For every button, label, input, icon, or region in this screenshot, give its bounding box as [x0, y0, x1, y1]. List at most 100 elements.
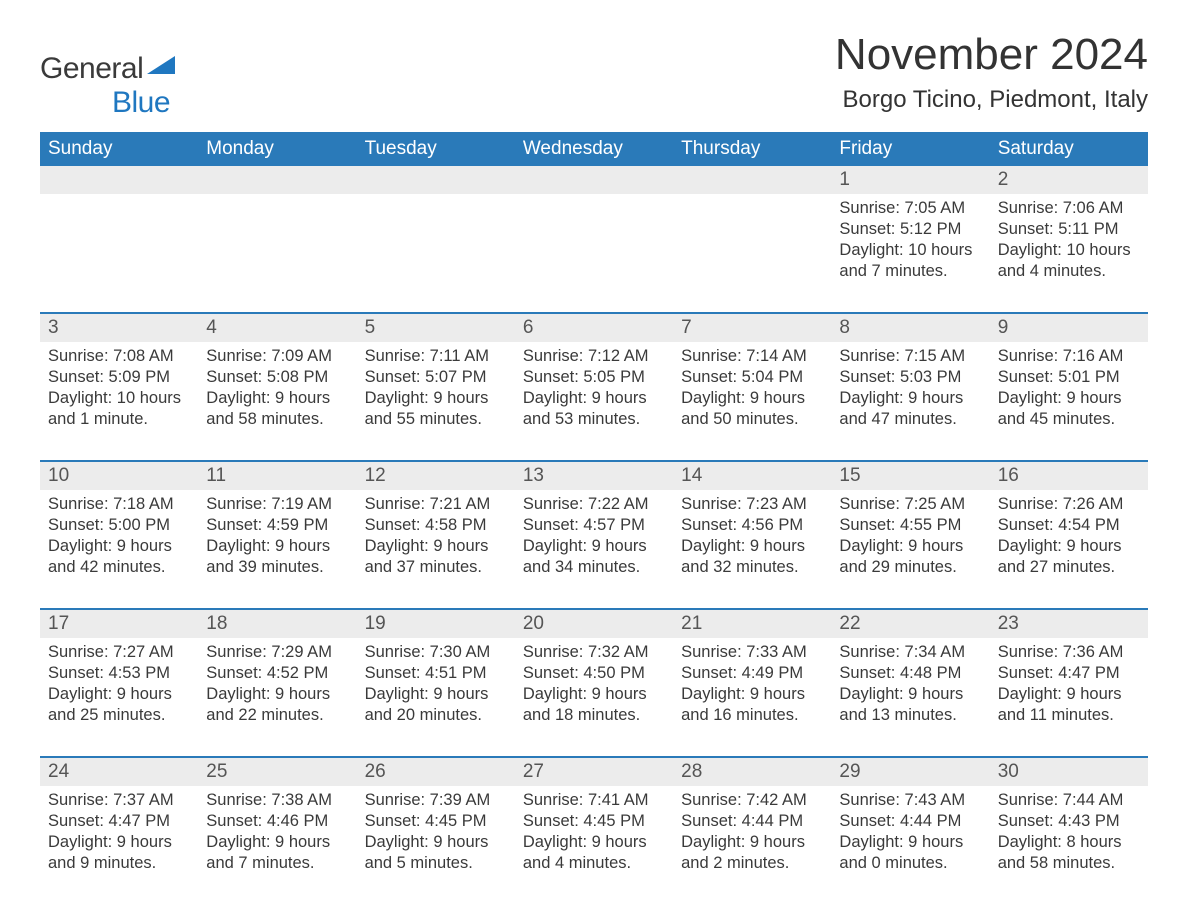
day-header-tue: Tuesday	[357, 132, 515, 166]
calendar-cell: 13Sunrise: 7:22 AMSunset: 4:57 PMDayligh…	[515, 462, 673, 590]
dl1-text: Daylight: 9 hours	[365, 832, 507, 853]
dl1-text: Daylight: 9 hours	[681, 832, 823, 853]
sunrise-text: Sunrise: 7:43 AM	[839, 790, 981, 811]
sunset-text: Sunset: 5:12 PM	[839, 219, 981, 240]
sunset-text: Sunset: 4:58 PM	[365, 515, 507, 536]
dl2-text: and 2 minutes.	[681, 853, 823, 874]
sunrise-text: Sunrise: 7:19 AM	[206, 494, 348, 515]
day-details: Sunrise: 7:29 AMSunset: 4:52 PMDaylight:…	[198, 638, 356, 738]
day-details: Sunrise: 7:42 AMSunset: 4:44 PMDaylight:…	[673, 786, 831, 886]
calendar-cell: 16Sunrise: 7:26 AMSunset: 4:54 PMDayligh…	[990, 462, 1148, 590]
dl1-text: Daylight: 10 hours	[839, 240, 981, 261]
calendar-cell: .....	[357, 166, 515, 294]
sunrise-text: Sunrise: 7:36 AM	[998, 642, 1140, 663]
day-number: 7	[673, 314, 831, 342]
calendar-cell: 17Sunrise: 7:27 AMSunset: 4:53 PMDayligh…	[40, 610, 198, 738]
dl2-text: and 5 minutes.	[365, 853, 507, 874]
day-number: 30	[990, 758, 1148, 786]
week-row: 17Sunrise: 7:27 AMSunset: 4:53 PMDayligh…	[40, 608, 1148, 738]
day-details: Sunrise: 7:27 AMSunset: 4:53 PMDaylight:…	[40, 638, 198, 738]
sunrise-text: Sunrise: 7:30 AM	[365, 642, 507, 663]
day-number: .	[357, 166, 515, 194]
day-details: Sunrise: 7:05 AMSunset: 5:12 PMDaylight:…	[831, 194, 989, 294]
week-row: 24Sunrise: 7:37 AMSunset: 4:47 PMDayligh…	[40, 756, 1148, 886]
dl2-text: and 4 minutes.	[998, 261, 1140, 282]
day-details: Sunrise: 7:37 AMSunset: 4:47 PMDaylight:…	[40, 786, 198, 886]
dl2-text: and 9 minutes.	[48, 853, 190, 874]
day-number: 26	[357, 758, 515, 786]
dl2-text: and 55 minutes.	[365, 409, 507, 430]
day-number: .	[40, 166, 198, 194]
title-block: November 2024 Borgo Ticino, Piedmont, It…	[835, 30, 1148, 114]
sunset-text: Sunset: 4:49 PM	[681, 663, 823, 684]
sunrise-text: Sunrise: 7:34 AM	[839, 642, 981, 663]
sunrise-text: Sunrise: 7:32 AM	[523, 642, 665, 663]
day-details: Sunrise: 7:09 AMSunset: 5:08 PMDaylight:…	[198, 342, 356, 442]
calendar-cell: .....	[673, 166, 831, 294]
day-details: Sunrise: 7:23 AMSunset: 4:56 PMDaylight:…	[673, 490, 831, 590]
dl1-text: Daylight: 10 hours	[998, 240, 1140, 261]
sunset-text: Sunset: 4:44 PM	[839, 811, 981, 832]
calendar-cell: 10Sunrise: 7:18 AMSunset: 5:00 PMDayligh…	[40, 462, 198, 590]
calendar-cell: 25Sunrise: 7:38 AMSunset: 4:46 PMDayligh…	[198, 758, 356, 886]
calendar-cell: 12Sunrise: 7:21 AMSunset: 4:58 PMDayligh…	[357, 462, 515, 590]
day-number: 10	[40, 462, 198, 490]
calendar-cell: .....	[515, 166, 673, 294]
dl1-text: Daylight: 9 hours	[365, 684, 507, 705]
dl2-text: and 45 minutes.	[998, 409, 1140, 430]
dl2-text: and 0 minutes.	[839, 853, 981, 874]
dl2-text: and 13 minutes.	[839, 705, 981, 726]
calendar-cell: 27Sunrise: 7:41 AMSunset: 4:45 PMDayligh…	[515, 758, 673, 886]
dl1-text: Daylight: 9 hours	[523, 388, 665, 409]
dl1-text: Daylight: 9 hours	[523, 536, 665, 557]
calendar-cell: 7Sunrise: 7:14 AMSunset: 5:04 PMDaylight…	[673, 314, 831, 442]
logo-part1: General	[40, 52, 143, 85]
day-number: 25	[198, 758, 356, 786]
dl2-text: and 50 minutes.	[681, 409, 823, 430]
dl1-text: Daylight: 9 hours	[365, 536, 507, 557]
calendar-cell: 22Sunrise: 7:34 AMSunset: 4:48 PMDayligh…	[831, 610, 989, 738]
week-row: 3Sunrise: 7:08 AMSunset: 5:09 PMDaylight…	[40, 312, 1148, 442]
dl2-text: and 29 minutes.	[839, 557, 981, 578]
calendar-cell: 23Sunrise: 7:36 AMSunset: 4:47 PMDayligh…	[990, 610, 1148, 738]
sunrise-text: Sunrise: 7:38 AM	[206, 790, 348, 811]
sunrise-text: Sunrise: 7:26 AM	[998, 494, 1140, 515]
dl1-text: Daylight: 9 hours	[681, 684, 823, 705]
day-number: 18	[198, 610, 356, 638]
day-number: 9	[990, 314, 1148, 342]
day-header-thu: Thursday	[673, 132, 831, 166]
dl2-text: and 7 minutes.	[206, 853, 348, 874]
logo-text: General Blue	[40, 52, 175, 119]
dl1-text: Daylight: 9 hours	[681, 536, 823, 557]
dl2-text: and 58 minutes.	[206, 409, 348, 430]
sunrise-text: Sunrise: 7:23 AM	[681, 494, 823, 515]
calendar-cell: .....	[40, 166, 198, 294]
dl2-text: and 20 minutes.	[365, 705, 507, 726]
sunrise-text: Sunrise: 7:41 AM	[523, 790, 665, 811]
day-number: 27	[515, 758, 673, 786]
sunrise-text: Sunrise: 7:16 AM	[998, 346, 1140, 367]
sunrise-text: Sunrise: 7:14 AM	[681, 346, 823, 367]
sunrise-text: Sunrise: 7:05 AM	[839, 198, 981, 219]
day-details: Sunrise: 7:21 AMSunset: 4:58 PMDaylight:…	[357, 490, 515, 590]
dl1-text: Daylight: 9 hours	[48, 684, 190, 705]
day-header-sun: Sunday	[40, 132, 198, 166]
dl2-text: and 47 minutes.	[839, 409, 981, 430]
sunrise-text: Sunrise: 7:29 AM	[206, 642, 348, 663]
dl2-text: and 32 minutes.	[681, 557, 823, 578]
day-details: Sunrise: 7:15 AMSunset: 5:03 PMDaylight:…	[831, 342, 989, 442]
calendar-cell: 8Sunrise: 7:15 AMSunset: 5:03 PMDaylight…	[831, 314, 989, 442]
dl1-text: Daylight: 9 hours	[998, 536, 1140, 557]
day-number: 13	[515, 462, 673, 490]
day-details: Sunrise: 7:44 AMSunset: 4:43 PMDaylight:…	[990, 786, 1148, 886]
dl1-text: Daylight: 9 hours	[206, 536, 348, 557]
calendar: Sunday Monday Tuesday Wednesday Thursday…	[40, 132, 1148, 886]
sunrise-text: Sunrise: 7:39 AM	[365, 790, 507, 811]
calendar-cell: 18Sunrise: 7:29 AMSunset: 4:52 PMDayligh…	[198, 610, 356, 738]
day-details: Sunrise: 7:36 AMSunset: 4:47 PMDaylight:…	[990, 638, 1148, 738]
sunrise-text: Sunrise: 7:37 AM	[48, 790, 190, 811]
sunset-text: Sunset: 4:46 PM	[206, 811, 348, 832]
day-number: .	[198, 166, 356, 194]
logo-part2: Blue	[112, 86, 170, 120]
day-details: Sunrise: 7:08 AMSunset: 5:09 PMDaylight:…	[40, 342, 198, 442]
